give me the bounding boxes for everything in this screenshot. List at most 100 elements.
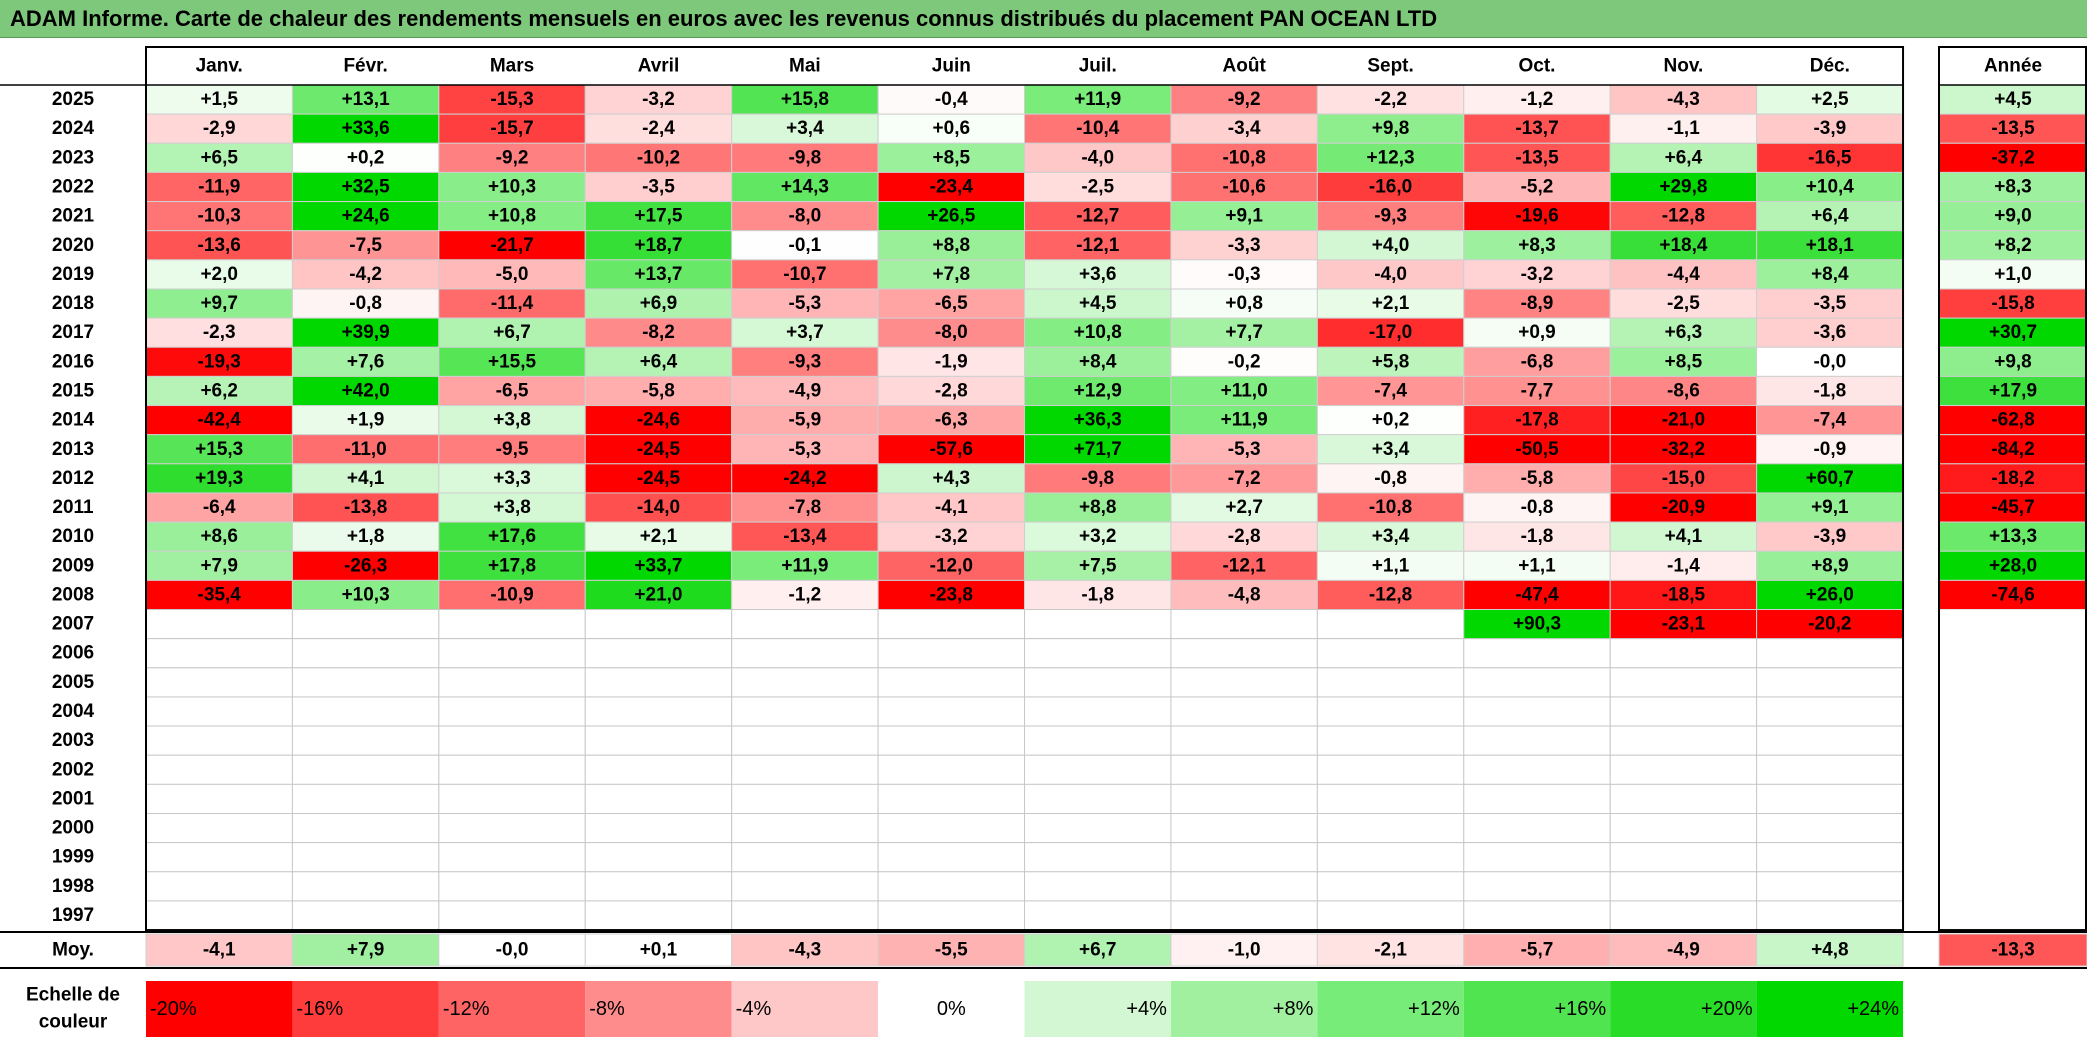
cell-value: +6,2 [200, 380, 238, 401]
heatmap-cell [584, 754, 733, 785]
year-total-cell [1939, 813, 2087, 843]
heatmap-cell [438, 550, 586, 581]
heatmap-cell [1170, 405, 1318, 436]
cell-value: -8,9 [1521, 293, 1554, 314]
avg-cell [584, 933, 733, 967]
heatmap-cell [731, 871, 879, 902]
heatmap-cell [1463, 842, 1611, 873]
cell-value: +17,5 [634, 206, 683, 227]
cell-value: -9,2 [1228, 89, 1261, 110]
heatmap-cell [1463, 463, 1611, 494]
heatmap-cell [1316, 725, 1465, 756]
heatmap-cell [1609, 113, 1758, 144]
scale-swatch [731, 981, 879, 1037]
heatmap-cell [1316, 230, 1465, 261]
heatmap-cell [731, 230, 879, 261]
year-total-cell [1938, 171, 2087, 203]
heatmap-cell [1170, 725, 1318, 756]
row-year-label: 2009 [52, 555, 94, 576]
heatmap-cell [1170, 783, 1318, 814]
cell-value: -4,9 [789, 380, 822, 401]
heatmap-cell [1609, 171, 1758, 203]
heatmap-cell [1609, 434, 1758, 465]
cell-value: -35,4 [198, 584, 242, 605]
heatmap-cell [1756, 259, 1904, 290]
heatmap-cell [584, 492, 733, 523]
heatmap-cell [1463, 813, 1611, 844]
cell-value: -12,1 [1076, 235, 1120, 256]
heatmap-cell [1024, 813, 1172, 844]
year-total-value: -62,8 [1991, 410, 2034, 431]
avg-cell [291, 933, 440, 967]
heatmap-cell [877, 579, 1026, 611]
year-total-cell [1938, 113, 2087, 144]
heatmap-cell [1609, 201, 1758, 232]
heatmap-cell [731, 754, 879, 785]
avg-value: -0,0 [496, 940, 529, 961]
cell-value: -5,9 [789, 410, 822, 431]
heatmap-cell [1463, 754, 1611, 785]
cell-value: +4,3 [933, 468, 971, 489]
heatmap-cell [1463, 317, 1611, 348]
chart-title: ADAM Informe. Carte de chaleur des rende… [10, 6, 1438, 31]
year-column-frame [1938, 46, 2087, 932]
heatmap-cell [145, 696, 293, 727]
heatmap-cell [1463, 900, 1611, 931]
cell-value: -1,8 [1521, 526, 1554, 547]
row-year-label: 2017 [52, 322, 94, 343]
cell-value: -13,8 [344, 497, 387, 518]
cell-value: +15,5 [488, 351, 537, 372]
year-total-cell [1938, 492, 2087, 523]
avg-cell [1316, 933, 1465, 967]
month-header: Août [1223, 56, 1267, 77]
year-total-cell [1939, 609, 2087, 639]
cell-value: +10,4 [1806, 176, 1855, 197]
cell-value: -4,8 [1228, 584, 1261, 605]
heatmap-cell [1609, 667, 1758, 698]
heatmap-cell [1170, 900, 1318, 931]
heatmap-cell [584, 900, 733, 931]
row-year-label: 2022 [52, 176, 94, 197]
heatmap-cell [438, 725, 586, 756]
heatmap-cell [584, 259, 733, 290]
heatmap-cell [731, 521, 879, 552]
heatmap-cell [1609, 288, 1758, 319]
cell-value: -24,5 [637, 439, 681, 460]
cell-value: -23,4 [930, 176, 974, 197]
cell-value: -3,4 [1228, 118, 1261, 139]
row-year-label: 2020 [52, 235, 94, 256]
grid-frame [145, 46, 1905, 932]
heatmap-cell [291, 346, 440, 377]
cell-value: -8,2 [642, 322, 675, 343]
heatmap-cell [731, 900, 879, 931]
heatmap-cell [877, 84, 1026, 115]
heatmap-cell [145, 754, 293, 785]
heatmap-cell [438, 667, 586, 698]
cell-value: -4,4 [1667, 264, 1700, 285]
cell-value: +9,1 [1811, 497, 1849, 518]
heatmap-cell [1756, 434, 1904, 465]
cell-value: -10,4 [1076, 118, 1120, 139]
heatmap-cell [1024, 579, 1172, 611]
cell-value: -21,7 [490, 235, 533, 256]
heatmap-cell [1756, 783, 1904, 814]
cell-value: -6,4 [203, 497, 236, 518]
cell-value: +9,1 [1225, 206, 1263, 227]
cell-value: +17,8 [488, 555, 536, 576]
cell-value: +3,6 [1079, 264, 1117, 285]
heatmap-cell [1024, 463, 1172, 494]
cell-value: -9,2 [496, 147, 529, 168]
heatmap-cell [584, 113, 733, 144]
cell-value: +0,6 [933, 118, 971, 139]
year-total-cell [1939, 842, 2087, 872]
cell-value: +1,9 [347, 410, 385, 431]
heatmap-cell [1170, 142, 1318, 173]
year-total-cell [1938, 84, 2087, 115]
avg-cell [1463, 933, 1611, 967]
heatmap-cell [145, 405, 293, 436]
cell-value: +3,7 [786, 322, 824, 343]
row-year-label: 2001 [52, 788, 95, 809]
year-total-cell [1939, 667, 2087, 697]
heatmap-cell [1024, 609, 1172, 640]
cell-value: +71,7 [1074, 439, 1122, 460]
